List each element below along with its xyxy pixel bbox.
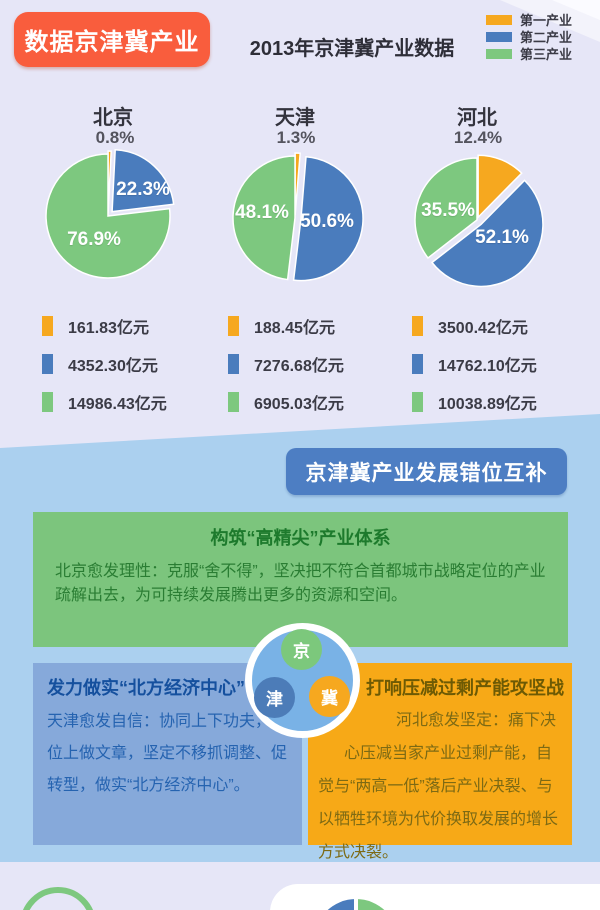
swatch-secondary-icon [412, 354, 423, 374]
region-title-tianjin: 天津 [275, 107, 315, 129]
legend-swatch-primary [486, 14, 512, 25]
value-row: 10038.89亿元 [412, 390, 537, 414]
value-row: 188.45亿元 [228, 314, 344, 338]
legend-row-secondary: 第二产业 [486, 28, 572, 45]
pct-label-beijing-tertiary: 76.9% [67, 229, 121, 250]
pct-label-tianjin-secondary: 50.6% [300, 211, 354, 232]
card-beijing-body: 北京愈发理性：克服“舍不得”，坚决把不符合首都城市战略定位的产业疏解出去，为可持… [55, 563, 546, 604]
pct-label-tianjin-tertiary: 48.1% [235, 202, 289, 223]
venn-circle-hebei: 冀 [309, 676, 350, 717]
pct-label-hebei-secondary: 52.1% [475, 227, 529, 248]
venn-circle-beijing: 京 [281, 629, 322, 670]
pct-label-hebei-tertiary: 35.5% [421, 200, 475, 221]
value-row: 4352.30亿元 [42, 352, 167, 376]
bottom-mini-pie-gap [354, 899, 358, 910]
card-hebei-title: 打响压减过剩产能攻坚战 [366, 678, 564, 698]
page-title: 2013年京津冀产业数据 [249, 38, 455, 60]
legend-row-primary: 第一产业 [486, 11, 572, 28]
title-badge: 数据京津冀产业 [14, 12, 210, 67]
legend-swatch-tertiary [486, 48, 512, 59]
pie-chart-tianjin [232, 152, 364, 282]
value-beijing-tertiary: 14986.43亿元 [68, 396, 167, 413]
pie-chart-beijing [45, 148, 175, 279]
legend-swatch-secondary [486, 31, 512, 42]
swatch-primary-icon [228, 316, 239, 336]
swatch-tertiary-icon [42, 392, 53, 412]
value-row: 161.83亿元 [42, 314, 167, 338]
pct-label-beijing-secondary: 22.3% [116, 179, 170, 200]
legend-row-tertiary: 第三产业 [486, 45, 572, 62]
value-list-beijing: 161.83亿元 4352.30亿元 14986.43亿元 [42, 314, 167, 428]
value-tianjin-tertiary: 6905.03亿元 [254, 396, 344, 413]
pct-label-beijing-primary: 0.8% [95, 128, 135, 147]
value-hebei-primary: 3500.42亿元 [438, 320, 528, 337]
card-beijing-title: 构筑“高精尖”产业体系 [210, 528, 391, 548]
value-row: 14986.43亿元 [42, 390, 167, 414]
legend-label-primary: 第一产业 [520, 13, 573, 28]
swatch-tertiary-icon [228, 392, 239, 412]
region-title-beijing: 北京 [93, 107, 133, 129]
swatch-secondary-icon [42, 354, 53, 374]
value-hebei-tertiary: 10038.89亿元 [438, 396, 537, 413]
value-tianjin-primary: 188.45亿元 [254, 320, 335, 337]
legend-label-secondary: 第二产业 [520, 30, 573, 45]
legend-label-tertiary: 第三产业 [520, 47, 573, 62]
value-beijing-secondary: 4352.30亿元 [68, 358, 158, 375]
pie-legend: 第一产业 第二产业 第三产业 [486, 11, 572, 62]
card-hebei-body: 河北愈发坚定：痛下决心压减当家产业过剩产能，自觉与“两高一低”落后产业决裂、与以… [308, 700, 572, 869]
pie-chart-hebei [414, 154, 544, 288]
value-row: 3500.42亿元 [412, 314, 537, 338]
pct-label-tianjin-primary: 1.3% [276, 128, 316, 147]
region-title-hebei: 河北 [457, 107, 497, 129]
swatch-secondary-icon [228, 354, 239, 374]
card-tianjin-title: 发力做实“北方经济中心” [47, 678, 245, 698]
venn-circle-tianjin: 津 [254, 677, 295, 718]
value-row: 14762.10亿元 [412, 352, 537, 376]
value-list-tianjin: 188.45亿元 7276.68亿元 6905.03亿元 [228, 314, 344, 428]
value-beijing-primary: 161.83亿元 [68, 320, 149, 337]
pct-label-hebei-primary: 12.4% [453, 128, 503, 147]
value-tianjin-secondary: 7276.68亿元 [254, 358, 344, 375]
section-banner: 京津冀产业发展错位互补 [286, 448, 567, 495]
bottom-card-partial [270, 884, 600, 910]
swatch-tertiary-icon [412, 392, 423, 412]
card-hebei: 打响压减过剩产能攻坚战 河北愈发坚定：痛下决心压减当家产业过剩产能，自觉与“两高… [308, 663, 572, 861]
card-tianjin-body: 天津愈发自信：协同上下功夫，错位上做文章，坚定不移抓调整、促转型，做实“北方经济… [47, 713, 288, 794]
card-hebei-body-text: 河北愈发坚定：痛下决心压减当家产业过剩产能，自觉与“两高一低”落后产业决裂、与以… [318, 712, 559, 861]
value-hebei-secondary: 14762.10亿元 [438, 358, 537, 375]
bottom-ring-decoration [20, 887, 96, 910]
value-row: 6905.03亿元 [228, 390, 344, 414]
value-list-hebei: 3500.42亿元 14762.10亿元 10038.89亿元 [412, 314, 537, 428]
swatch-primary-icon [42, 316, 53, 336]
swatch-primary-icon [412, 316, 423, 336]
value-row: 7276.68亿元 [228, 352, 344, 376]
